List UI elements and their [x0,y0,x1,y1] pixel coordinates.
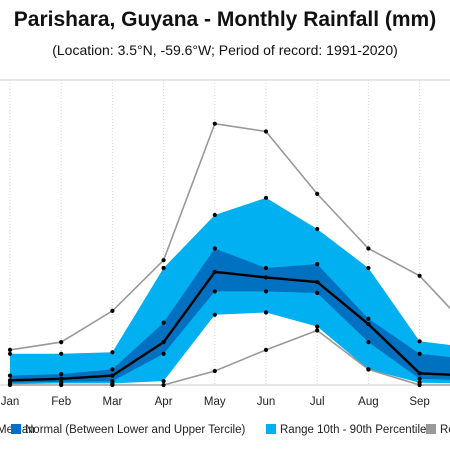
point-90th-percentile-jun [263,195,269,200]
record-high-line [9,122,450,351]
median-line [9,270,450,382]
point-record-high-feb [59,340,64,345]
point-10th-percentile-apr [161,379,166,384]
point-upper-tercile-jan [7,373,13,378]
point-record-low-jul [315,328,320,333]
x-tick-feb: Feb [51,396,71,408]
point-lower-tercile-apr [161,351,166,356]
x-tick-jan: Jan [1,396,20,408]
point-10th-percentile-jul [315,324,320,329]
point-record-high-jun [263,129,269,134]
point-lower-tercile-may [212,289,217,294]
point-90th-percentile-feb [59,351,64,356]
legend-swatch-record [426,424,436,434]
point-record-low-mar [110,382,115,388]
point-90th-percentile-jul [315,226,320,232]
point-record-high-sep [417,273,422,278]
point-median-jul [315,279,320,285]
point-median-sep [417,371,422,376]
legend-swatch-range-10th-90th-percentile [266,424,276,434]
point-upper-tercile-jun [263,265,269,271]
chart-subtitle: (Location: 3.5°N, -59.6°W; Period of rec… [52,42,398,58]
point-lower-tercile-sep [417,376,422,381]
point-record-low-feb [59,382,64,388]
point-record-high-may [212,121,217,126]
x-tick-may: May [204,396,226,408]
point-upper-tercile-jul [315,262,320,267]
point-record-low-may [212,368,217,374]
x-tick-aug: Aug [358,396,378,408]
point-record-high-mar [110,308,115,313]
normal-tercile-band [10,248,450,383]
x-tick-sep: Sep [409,396,429,408]
point-90th-percentile-apr [161,265,166,271]
x-tick-apr: Apr [155,396,173,408]
point-90th-percentile-sep [417,339,422,344]
point-upper-tercile-mar [110,367,115,372]
point-median-mar [110,373,115,378]
point-median-apr [161,340,166,345]
legend-swatch-normal-between-lower-and-upper-tercile [11,424,21,434]
point-lower-tercile-aug [366,340,371,345]
point-record-high-apr [161,258,166,263]
record-low-line [10,329,450,386]
point-median-aug [366,322,371,327]
point-record-high-jul [315,191,320,196]
point-lower-tercile-jun [263,289,269,294]
point-median-may [212,269,217,274]
point-median-jun [263,275,269,280]
point-record-low-apr [161,382,166,388]
point-lower-tercile-jul [315,290,320,296]
point-upper-tercile-sep [417,351,422,356]
point-upper-tercile-feb [59,371,64,377]
point-90th-percentile-may [212,212,217,218]
point-upper-tercile-apr [161,320,166,325]
point-90th-percentile-mar [110,350,115,355]
x-tick-jul: Jul [310,396,325,408]
point-median-feb [59,376,64,381]
legend-label-range-10th-90th-percentile: Range 10th - 90th Percentile [280,424,426,436]
point-upper-tercile-may [212,246,217,251]
point-record-low-jan [7,382,13,388]
point-record-low-jun [263,347,269,352]
point-10th-percentile-may [212,312,217,317]
point-10th-percentile-jun [263,310,269,315]
x-tick-jun: Jun [257,396,276,408]
point-90th-percentile-jan [7,351,13,356]
point-record-high-jan [7,347,13,352]
point-90th-percentile-aug [366,265,371,271]
chart-title: Parishara, Guyana - Monthly Rainfall (mm… [13,8,437,31]
legend-label-record: Record [440,424,450,436]
point-record-low-aug [366,367,371,372]
point-upper-tercile-aug [366,316,371,321]
point-record-high-aug [366,246,371,251]
x-tick-mar: Mar [102,396,122,408]
legend-label-normal-between-lower-and-upper-tercile: Normal (Between Lower and Upper Tercile) [25,424,245,436]
plot-frame [0,79,450,386]
point-record-low-sep [417,382,422,388]
